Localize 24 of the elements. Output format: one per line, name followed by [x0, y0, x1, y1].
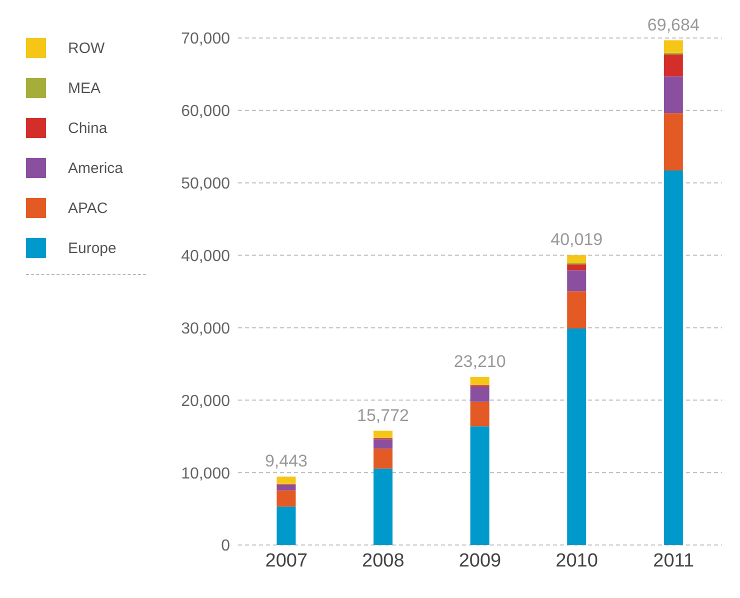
x-tick-label: 2010 [556, 550, 598, 572]
legend-label: America [68, 160, 124, 176]
legend-label: China [68, 120, 108, 136]
total-label: 23,210 [454, 352, 506, 371]
y-tick-label: 30,000 [181, 320, 230, 338]
y-tick-label: 50,000 [181, 176, 230, 193]
x-tick-label: 2007 [265, 550, 308, 572]
y-tick-label: 70,000 [181, 30, 230, 48]
y-tick-label: 20,000 [181, 392, 230, 410]
total-label: 40,019 [550, 230, 603, 250]
total-label: 69,684 [647, 15, 700, 34]
legend-label: MEA [68, 80, 101, 96]
y-tick-label: 60,000 [181, 103, 230, 120]
x-tick-label: 2008 [362, 550, 404, 572]
x-tick-label: 2011 [653, 550, 694, 572]
legend-label: ROW [68, 40, 105, 56]
y-tick-label: 40,000 [181, 248, 230, 265]
legend-label: APAC [68, 200, 108, 216]
total-label: 9,443 [264, 452, 308, 471]
y-tick-label: 0 [221, 538, 230, 555]
legend-label: Europe [68, 240, 116, 256]
x-tick-label: 2009 [458, 550, 502, 572]
total-label: 15,772 [357, 406, 410, 425]
y-tick-label: 10,000 [181, 465, 230, 482]
